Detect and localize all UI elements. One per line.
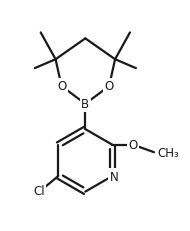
Text: O: O	[105, 80, 114, 93]
Text: CH₃: CH₃	[157, 146, 179, 159]
Text: O: O	[129, 139, 138, 152]
Text: B: B	[81, 98, 89, 111]
Text: Cl: Cl	[33, 185, 45, 198]
Text: N: N	[109, 170, 118, 183]
Text: O: O	[57, 80, 66, 93]
